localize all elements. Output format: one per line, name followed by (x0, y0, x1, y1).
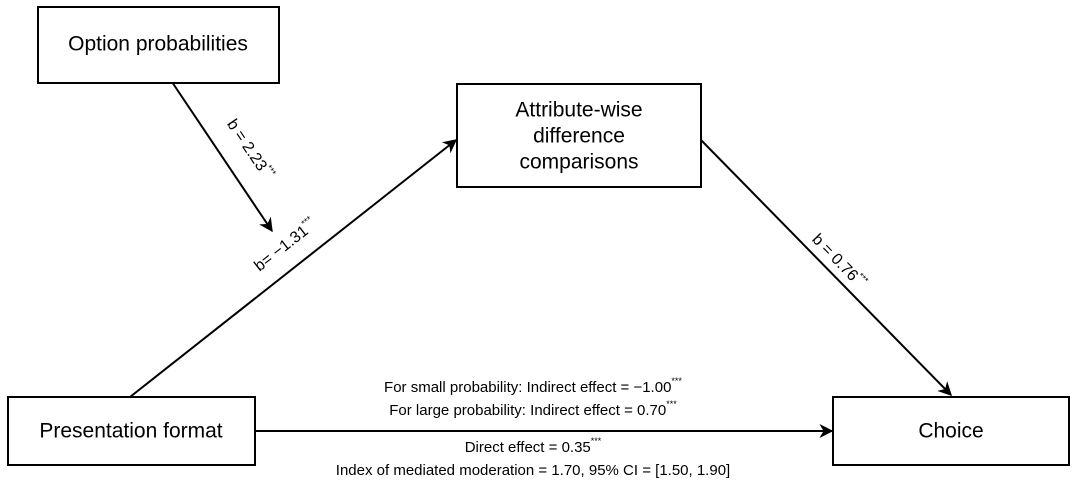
edge-label: b = 0.76*** (808, 229, 870, 293)
arrow (171, 81, 273, 233)
node-box (7, 396, 256, 466)
node-label: Attribute-wise (515, 99, 642, 122)
node-label: Option probabilities (68, 33, 248, 56)
node-box (456, 83, 702, 188)
annotation-text: Direct effect = 0.35 (465, 439, 591, 456)
annotation-text: For large probability: Indirect effect =… (389, 402, 666, 419)
annotation: For small probability: Indirect effect =… (384, 376, 682, 396)
annotation-text: For small probability: Indirect effect =… (384, 379, 671, 396)
node-label: comparisons (519, 151, 638, 174)
arrow (129, 139, 458, 398)
arrow (700, 139, 952, 396)
annotation: Direct effect = 0.35*** (465, 436, 602, 456)
significance: *** (666, 399, 677, 409)
edge-label-text: b= −1.31 (252, 223, 312, 275)
node-box (37, 6, 280, 84)
edge-label: b= −1.31*** (250, 214, 321, 275)
edge-label-text: b = 2.23 (223, 117, 270, 175)
annotation: For large probability: Indirect effect =… (389, 399, 677, 419)
node-label: Choice (918, 420, 983, 443)
edge-label: b = 2.23*** (223, 115, 278, 184)
significance: *** (671, 376, 682, 386)
annotation: Index of mediated moderation = 1.70, 95%… (336, 462, 730, 479)
node-label: difference (533, 125, 625, 148)
node-label: Presentation format (39, 420, 222, 443)
significance: *** (591, 436, 602, 446)
node-box (832, 396, 1070, 466)
